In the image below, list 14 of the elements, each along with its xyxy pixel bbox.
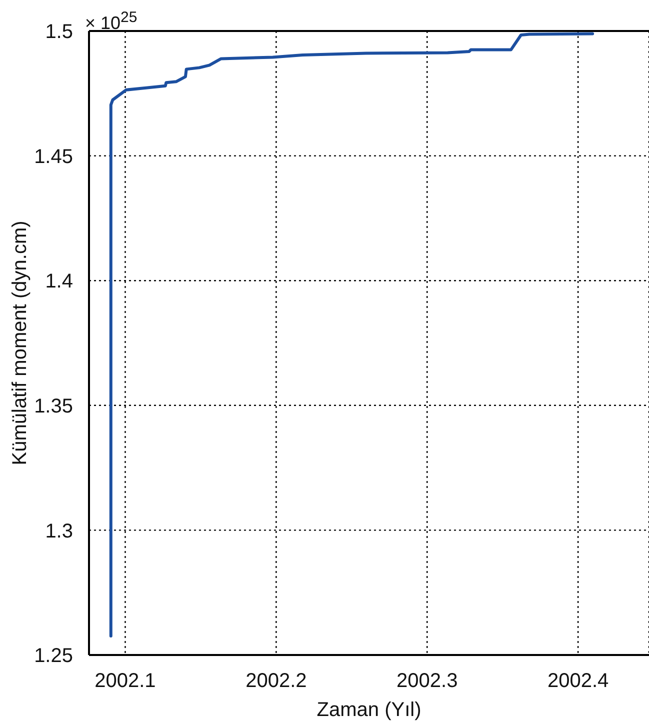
y-axis-title: Kümülatif moment (dyn.cm) bbox=[9, 220, 32, 466]
x-tick-label: 2002.4 bbox=[547, 670, 609, 692]
x-tick-label: 2002.3 bbox=[396, 670, 458, 692]
x-tick-label: 2002.2 bbox=[246, 670, 307, 692]
y-tick-label: 1.45 bbox=[34, 146, 73, 168]
y-tick-label: 1.4 bbox=[45, 270, 73, 293]
y-tick-label: 1.5 bbox=[45, 21, 73, 44]
line-series bbox=[109, 32, 594, 638]
y-tick-label: 1.35 bbox=[34, 396, 73, 418]
y-tick-label: 1.3 bbox=[45, 520, 73, 542]
y-tick-label: 1.25 bbox=[34, 645, 73, 668]
x-tick-label: 2002.1 bbox=[94, 670, 156, 692]
annotation: × 10$^{25}$ bbox=[85, 8, 138, 34]
x-axis-title: Zaman (Yıl) bbox=[316, 699, 422, 721]
